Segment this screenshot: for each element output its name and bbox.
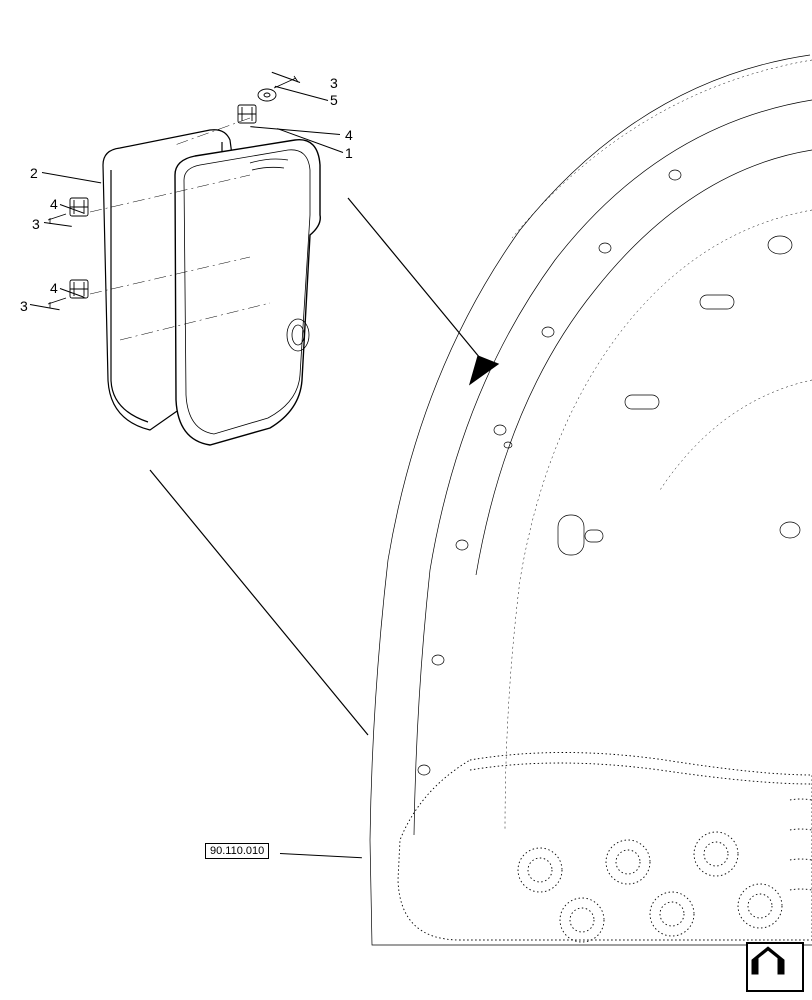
callout-3a: 3	[330, 75, 338, 91]
callout-4a: 4	[345, 127, 353, 143]
callout-3c: 3	[32, 216, 40, 232]
callout-1: 1	[345, 145, 353, 161]
callout-4b: 4	[50, 196, 58, 212]
diagram-svg	[0, 0, 812, 1000]
reference-label: 90.110.010	[205, 843, 269, 859]
callout-3b: 3	[20, 298, 28, 314]
callout-5: 5	[330, 92, 338, 108]
callout-4c: 4	[50, 280, 58, 296]
home-icon[interactable]	[746, 942, 804, 992]
callout-2: 2	[30, 165, 38, 181]
parts-diagram: 1 2 3 3 3 4 4 4 5 90.110.010	[0, 0, 812, 1000]
